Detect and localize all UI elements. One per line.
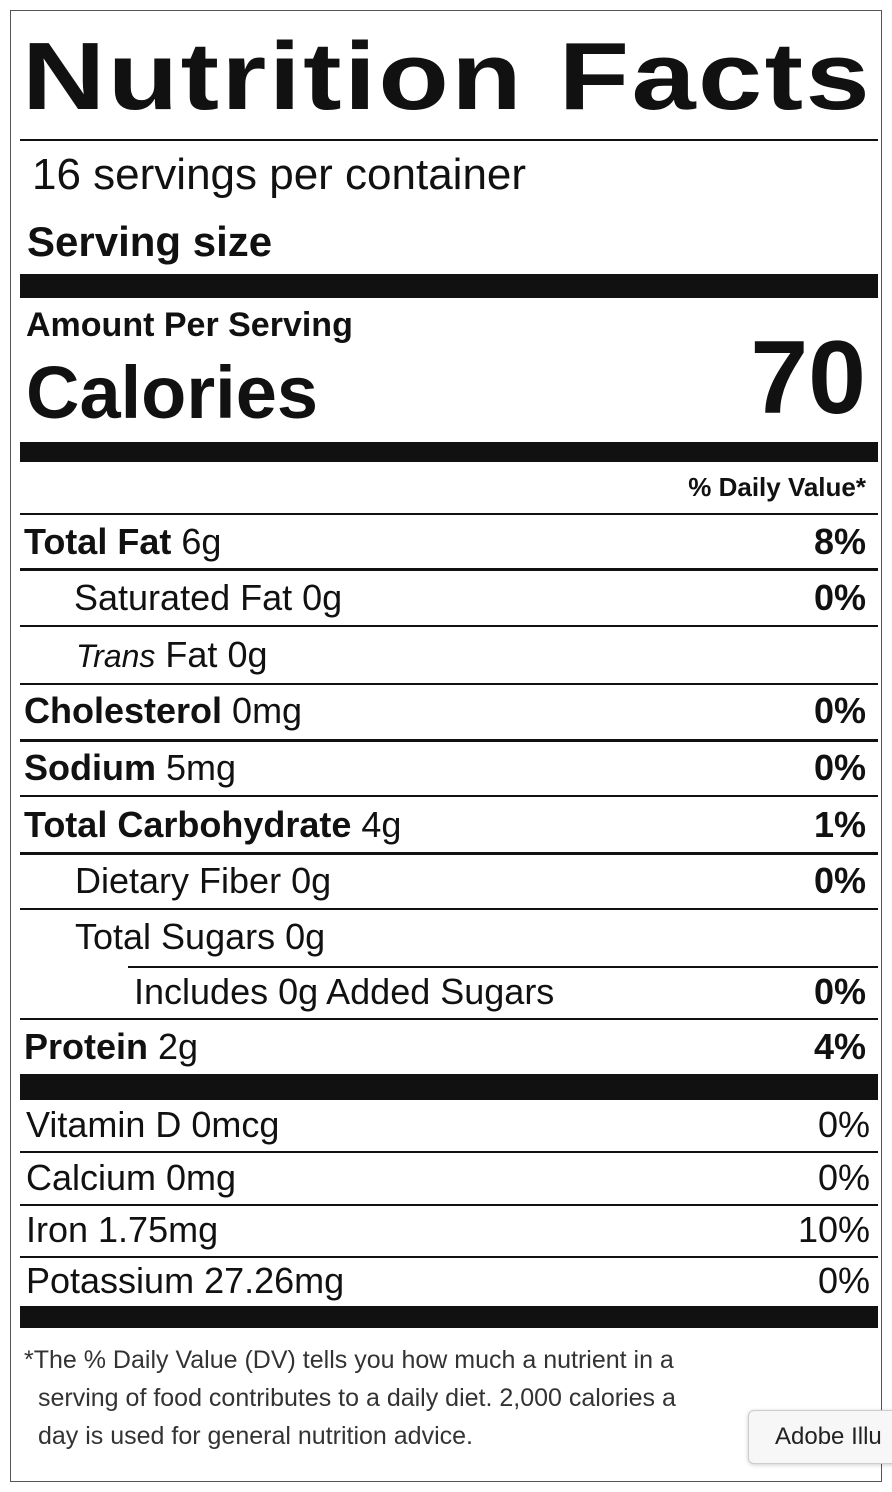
vitamin-row: Calcium 0mg 0% (20, 1156, 870, 1200)
divider (20, 625, 878, 627)
footnote-line: serving of food contributes to a daily d… (38, 1384, 676, 1412)
title: Nutrition Facts (22, 23, 873, 130)
nutrient-name: Dietary Fiber (75, 860, 282, 901)
nutrient-dv: 0% (813, 971, 866, 1012)
nutrient-dv: 1% (813, 804, 866, 845)
nutrient-name: Total Fat (24, 521, 172, 562)
divider (20, 795, 878, 797)
nutrient-dv: 0% (813, 690, 866, 731)
nutrient-amount: 2g (158, 1026, 199, 1067)
vitamin-dv: 0% (817, 1260, 870, 1301)
divider (20, 568, 878, 571)
vitamin-dv: 10% (797, 1209, 870, 1250)
label-border (10, 10, 882, 1482)
vitamin-row: Potassium 27.26mg 0% (20, 1259, 870, 1303)
nutrient-amount: 0g (302, 577, 343, 618)
tooltip-text: Adobe Illu (775, 1423, 882, 1450)
vitamin-dv: 0% (817, 1104, 870, 1145)
calories-label: Calories (26, 351, 319, 434)
nutrient-row: Includes 0g Added Sugars 0% (20, 970, 866, 1014)
nutrient-name: Total Sugars (75, 916, 276, 957)
nutrient-amount: 0g (291, 860, 332, 901)
nutrient-name: Protein (24, 1026, 149, 1067)
daily-value-header: % Daily Value* (688, 472, 866, 502)
nutrient-row: Saturated Fat 0g 0% (20, 576, 866, 620)
nutrient-amount: 5mg (166, 747, 237, 788)
vitamin-row: Vitamin D 0mcg 0% (20, 1103, 870, 1147)
vitamin-name: Calcium 0mg (26, 1157, 237, 1198)
vitamin-row: Iron 1.75mg 10% (20, 1208, 870, 1252)
vitamin-dv: 0% (817, 1157, 870, 1198)
thick-divider (20, 274, 878, 298)
nutrient-row: Total Fat 6g 8% (20, 520, 866, 564)
nutrient-row: Sodium 5mg 0% (20, 746, 866, 790)
nutrient-name: Saturated Fat (74, 577, 293, 618)
footnote-line: *The % Daily Value (DV) tells you how mu… (24, 1346, 674, 1374)
divider (20, 139, 878, 141)
thick-divider (20, 1074, 878, 1100)
vitamin-name: Vitamin D 0mcg (26, 1104, 280, 1145)
nutrient-dv: 4% (813, 1026, 866, 1067)
nutrient-row: Total Sugars 0g (20, 915, 866, 959)
divider (20, 908, 878, 910)
thick-divider (20, 442, 878, 462)
nutrient-amount: 4g (361, 804, 402, 845)
nutrient-amount: 6g (181, 521, 222, 562)
tooltip: Adobe Illu (748, 1410, 892, 1464)
nutrient-amount: 0mg (232, 690, 303, 731)
nutrient-row: Cholesterol 0mg 0% (20, 689, 866, 733)
nutrient-amount: Fat 0g (165, 634, 268, 675)
servings: 16 servings per container (32, 150, 527, 199)
nutrient-name: Cholesterol (24, 690, 223, 731)
nutrient-row: Total Carbohydrate 4g 1% (20, 803, 866, 847)
nutrient-name: Total Carbohydrate (24, 804, 352, 845)
nutrient-dv: 8% (813, 521, 866, 562)
vitamin-name: Potassium 27.26mg (26, 1260, 345, 1301)
divider (20, 513, 878, 515)
serving-size: Serving size (27, 218, 273, 265)
divider (20, 683, 878, 685)
nutrient-row: Dietary Fiber 0g 0% (20, 859, 866, 903)
divider (20, 1256, 878, 1258)
nutrient-dv: 0% (813, 860, 866, 901)
divider (20, 852, 878, 855)
divider (20, 1018, 878, 1020)
divider (20, 739, 878, 742)
vitamin-name: Iron 1.75mg (26, 1209, 219, 1250)
nutrient-name: Sodium (24, 747, 156, 788)
divider (20, 1204, 878, 1206)
nutrient-name: Trans (76, 638, 156, 674)
footnote-line: day is used for general nutrition advice… (38, 1422, 473, 1450)
divider (128, 966, 878, 968)
divider (20, 1151, 878, 1153)
thick-divider (20, 1306, 878, 1328)
nutrient-row: Protein 2g 4% (20, 1025, 866, 1069)
nutrient-row: Trans Fat 0g (20, 633, 866, 677)
nutrient-amount: 0g (285, 916, 326, 957)
calories-value: 70 (750, 320, 866, 436)
nutrient-dv: 0% (813, 577, 866, 618)
amount-per-serving: Amount Per Serving (26, 306, 353, 344)
nutrient-name: Includes 0g Added Sugars (134, 971, 555, 1012)
nutrient-dv: 0% (813, 747, 866, 788)
